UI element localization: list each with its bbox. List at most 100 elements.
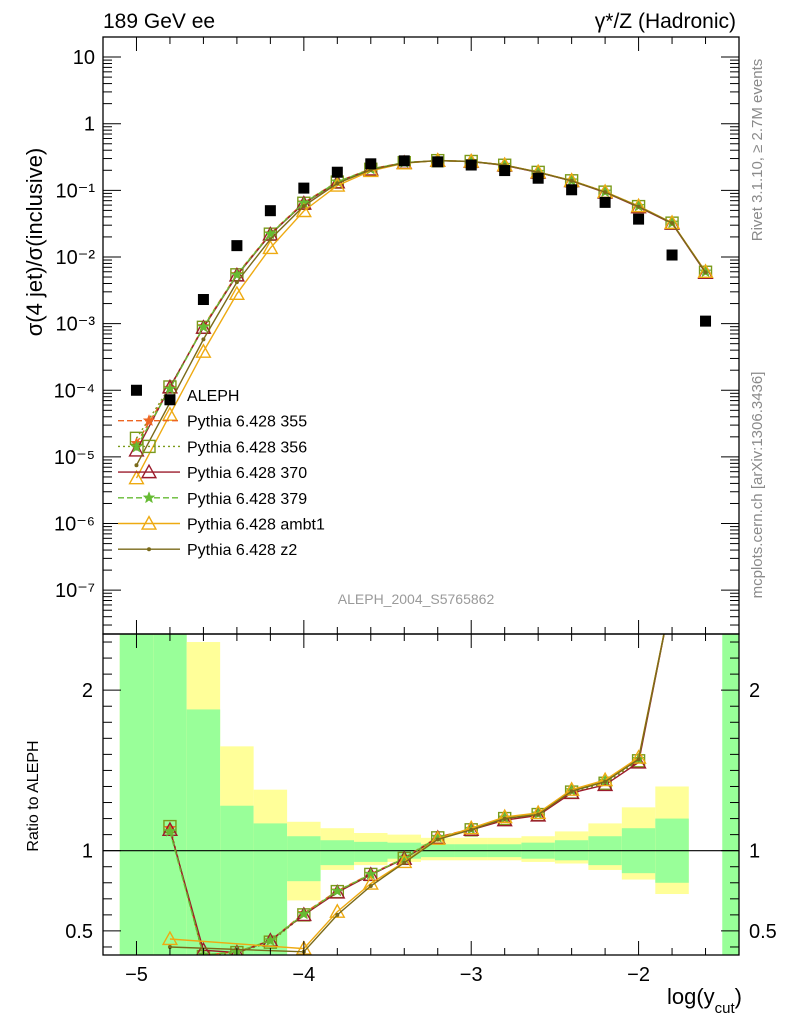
legend-marker-4 [140,515,158,530]
main-series-3-point [130,440,143,453]
data-point [700,315,712,327]
main-series-5-point [569,178,574,183]
data-point [365,158,377,170]
ratio-plot-frame [102,633,740,956]
legend-label-data: ALEPH [187,388,239,405]
ratio-series-5-point [335,912,340,917]
ratio-series-4-point [329,903,346,918]
main-series-5-point [670,221,675,226]
ratio-series-5-point [569,789,574,794]
ratio-series-4-point [463,819,480,835]
data-point [298,182,310,194]
data-point [666,249,678,261]
main-y-tick-label: 10⁻⁵ [54,447,95,469]
ratio-series-0-point [666,588,678,599]
legend-marker-5 [147,547,151,552]
main-series-line-5 [135,159,707,466]
main-y-tick-label: 10⁻³ [56,314,96,336]
ratio-series-5-point [167,944,172,949]
main-series-5-point [603,190,608,195]
ratio-y-tick-label-left: 1 [82,841,93,863]
ratio-y-tick-label-left: 0.5 [65,921,93,943]
main-series-4-point [329,177,346,192]
main-y-tick-label: 10⁻⁶ [54,514,95,536]
main-y-tick-label: 10⁻² [56,247,96,269]
data-point [532,172,544,184]
main-y-tick-label: 10⁻⁷ [55,580,95,602]
data-point [599,196,611,208]
x-axis-title-close: ) [735,984,742,1009]
main-y-tick-label: 10⁻⁴ [54,380,95,402]
ratio-y-tick-label-right: 0.5 [749,921,777,943]
data-point [231,240,243,252]
ratio-series-4-point [161,930,179,946]
ratio-series-5-point [636,757,641,762]
ratio-band-inner [320,840,355,866]
main-series-line-2 [135,159,707,451]
x-axis-title-subscript: cut [715,1000,736,1017]
ratio-band-inner [722,634,739,955]
ratio-series-2-point [161,821,179,837]
main-series-4-point [161,406,179,421]
main-series-2-point [128,442,145,457]
ratio-y-tick-label-right: 1 [749,841,760,863]
main-series-4-point [128,469,145,485]
main-series-3-point [197,320,210,333]
x-tick-label: −5 [125,964,148,986]
ratio-series-5-point [502,816,507,821]
main-y-axis-title: σ(4 jet)/σ(inclusive) [22,148,47,337]
main-series-5-point [703,270,708,275]
ratio-y-tick-label-right: 2 [749,680,760,702]
main-series-5-point [301,204,306,209]
ratio-band-inner [153,634,187,955]
data-point [432,156,444,168]
ratio-series-3-point [330,884,344,897]
data-point [633,213,645,225]
ratio-series-5-point [603,779,608,784]
ratio-series-4-point [665,587,679,599]
legend-label-4: Pythia 6.428 ambt1 [187,517,325,534]
analysis-label: ALEPH_2004_S5765862 [338,591,495,607]
x-tick-label: −4 [292,964,315,986]
ratio-series-3-point [397,851,411,864]
main-series-3-point [230,268,244,281]
main-series-4-point [663,214,681,229]
ratio-band-inner [287,836,321,882]
mcplots-label: mcplots.cern.ch [arXiv:1306.3436] [749,372,766,599]
ratio-series-5-point [536,812,541,817]
x-tick-label: −2 [627,964,650,986]
main-series-5-point [234,280,239,285]
ratio-series-3-point [666,588,678,599]
ratio-band-inner [354,841,388,862]
legend-label-3: Pythia 6.428 379 [187,491,307,508]
ratio-band-inner [253,823,288,955]
ratio-series-3-point [264,933,277,946]
ratio-series-2-point [597,776,614,792]
header-left: 189 GeV ee [103,10,215,33]
legend-label-1: Pythia 6.428 356 [187,439,307,456]
main-series-4-point [362,162,379,178]
legend-marker-0 [142,413,156,427]
ratio-series-2-point [665,587,679,599]
ratio-band-inner [220,805,254,955]
data-point [398,155,410,167]
data-point [566,184,578,196]
data-point [465,159,477,171]
header-right: γ*/Z (Hadronic) [595,10,736,33]
data-point [331,166,343,178]
ratio-series-line-3 [169,634,665,955]
ratio-band-inner [119,634,154,955]
main-series-5-point [268,237,273,242]
ratio-series-5-point [435,837,440,842]
ratio-series-4-point [630,749,647,764]
x-axis-title-base: log(y [667,984,715,1009]
rivet-label: Rivet 3.1.10, ≥ 2.7M events [749,59,766,242]
main-series-4-point [228,285,245,301]
x-axis-title: log(ycut) [667,984,742,1017]
legend-marker-1 [142,439,156,454]
ratio-y-axis-title: Ratio to ALEPH [25,740,42,851]
data-point [164,394,176,406]
ratio-series-4-point [396,853,413,869]
main-series-3-point [264,227,277,240]
